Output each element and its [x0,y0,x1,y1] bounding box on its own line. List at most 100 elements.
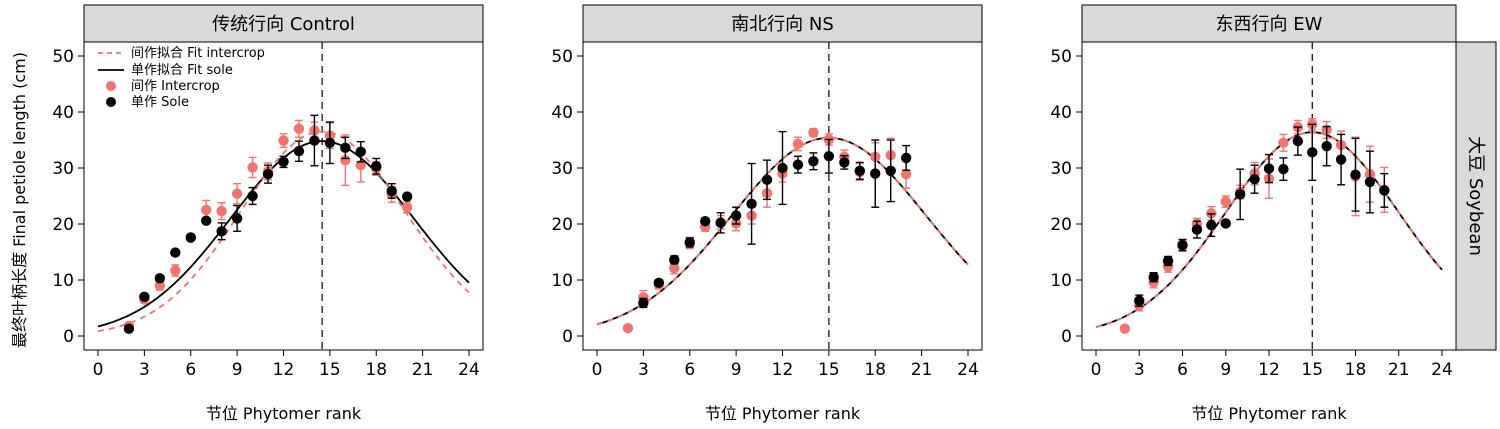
point-sole [1350,169,1361,180]
y-tick-label: 40 [52,103,74,123]
row-strip-background [1455,41,1497,351]
x-tick-label: 0 [93,360,104,380]
plot-marks [596,42,969,350]
point-sole [900,152,912,164]
point-intercrop [154,280,166,291]
y-tick-label: 20 [1050,215,1072,235]
point-intercrop [170,265,181,276]
fit-sole-curve [97,140,470,328]
point-intercrop [1119,323,1131,334]
panel-ns: 南北行向 NS 0 3 6 9 12 15 18 21 24 0 10 20 30 40 50 节位 Phy… [551,4,983,423]
point-sole [715,217,726,229]
y-tick-label: 40 [1050,103,1072,123]
point-sole [1234,189,1246,200]
y-tick-label: 50 [1050,47,1072,67]
x-axis-title: 节位 Phytomer rank [206,404,362,423]
point-sole [1191,224,1203,235]
point-sole [324,137,336,148]
x-tick-label: 18 [864,360,886,380]
y-tick-label: 0 [562,327,573,347]
point-intercrop [340,154,351,166]
point-sole [1206,219,1217,231]
x-tick-label: 6 [185,360,196,380]
x-tick-label: 15 [319,360,341,380]
x-tick-label: 12 [273,360,295,380]
y-tick-label: 30 [1050,159,1072,179]
legend-fit-intercrop-label: 间作拟合 Fit intercrop [131,46,265,61]
point-sole [761,174,773,185]
row-strip-label: 大豆 Soybean [1465,136,1486,256]
point-sole [1162,255,1174,267]
point-intercrop [669,263,680,274]
x-tick-label: 24 [458,360,480,380]
point-sole [139,291,150,302]
point-sole [386,185,397,197]
point-intercrop [401,202,413,213]
point-intercrop [216,205,227,217]
point-sole [170,247,181,258]
x-tick-label: 15 [1301,360,1323,380]
x-tick-label: 6 [684,360,695,380]
y-tick-label: 0 [63,327,74,347]
legend: 间作拟合 Fit intercrop 单作拟合 Fit sole 间作 Inte… [98,46,265,110]
point-sole [1292,135,1304,147]
point-sole [123,323,135,334]
point-sole [684,237,695,248]
y-tick-label: 30 [551,159,573,179]
point-sole [293,146,305,157]
point-sole [777,162,788,174]
point-sole [216,226,227,237]
y-tick-label: 40 [551,103,573,123]
x-tick-label: 21 [911,360,933,380]
point-sole [1177,240,1188,251]
legend-intercrop-label: 间作 Intercrop [131,79,220,94]
y-tick-label: 30 [52,159,74,179]
point-intercrop [231,188,243,199]
point-sole [823,151,835,162]
strip-background [582,4,983,43]
point-sole [854,165,865,176]
point-sole [247,190,258,202]
point-sole [1249,174,1260,185]
x-tick-label: 9 [731,360,742,380]
point-sole [839,157,850,168]
point-sole [1307,147,1318,158]
fit-intercrop-curve [596,136,969,326]
x-tick-label: 0 [592,360,603,380]
point-sole [1278,163,1289,175]
panel-ew: 东西行向 EW 0 3 6 9 12 15 18 21 24 0 10 20 30 40 50 节位 Phy… [1050,4,1457,423]
x-tick-label: 9 [232,360,243,380]
y-tick-label: 20 [551,215,573,235]
point-sole [885,165,896,176]
legend-sole-label: 单作 Sole [131,95,189,110]
x-tick-label: 24 [1431,360,1453,380]
point-sole [653,277,665,288]
axes: 0 3 6 9 12 15 18 21 24 0 10 20 30 40 50 [551,47,978,380]
point-intercrop [247,162,258,173]
x-axis-title: 节位 Phytomer rank [1191,404,1347,423]
point-sole [792,159,804,170]
x-tick-label: 12 [772,360,794,380]
point-intercrop [278,135,289,146]
point-sole [401,191,413,202]
x-tick-label: 18 [365,360,387,380]
plot-marks [1095,42,1443,350]
point-sole [669,254,680,266]
fit-intercrop-curve [97,130,470,333]
point-sole [154,273,166,284]
point-intercrop [622,322,634,334]
axes: 0 3 6 9 12 15 18 21 24 0 10 20 30 40 50 [52,47,479,380]
point-sole [309,135,320,146]
point-sole [1263,163,1275,174]
point-sole [262,168,274,180]
x-tick-label: 24 [957,360,979,380]
y-tick-label: 10 [551,271,573,291]
x-tick-label: 0 [1091,360,1102,380]
point-intercrop [293,123,305,134]
point-sole [1364,176,1376,188]
point-sole [1220,218,1231,229]
legend-sole-swatch [106,97,116,107]
y-axis-title: 最终叶柄长度 Final petiole length (cm) [10,52,29,348]
panel-control: 传统行向 Control 0 3 6 9 12 15 18 21 24 0 10 20 30 40 50 节… [52,4,484,423]
